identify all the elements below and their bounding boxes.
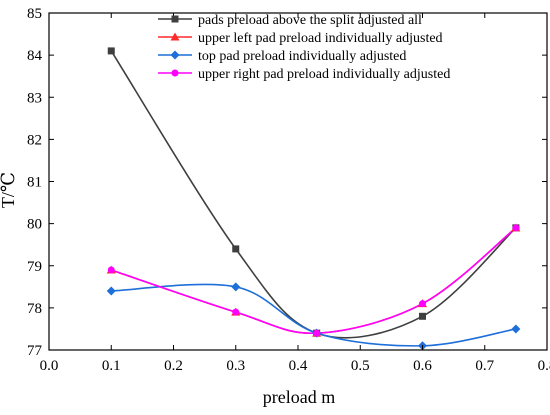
y-tick-label: 77 xyxy=(27,343,43,359)
x-axis-title: preload m xyxy=(263,387,335,407)
x-tick-label: 0.4 xyxy=(289,358,308,374)
y-tick-label: 84 xyxy=(27,48,43,64)
x-tick-label: 0.1 xyxy=(102,358,121,374)
legend-label-1: pads preload above the split adjusted al… xyxy=(198,13,422,28)
y-axis-title: T/℃ xyxy=(0,172,18,208)
y-tick-label: 82 xyxy=(27,132,42,148)
y-tick-label: 79 xyxy=(27,259,42,275)
series-line-3 xyxy=(111,283,517,347)
x-tick-label: 0.8 xyxy=(538,358,550,374)
axis-ticks: 0.0 0.1 0.2 0.3 0.4 0.5 0.6 0.7 0.8 77 78 79 80 81 82 8… xyxy=(27,6,550,374)
legend-marker-2 xyxy=(170,32,180,41)
legend-label-4: upper right pad preload individually adj… xyxy=(198,67,450,82)
legend-label-2: upper left pad preload individually adju… xyxy=(198,31,443,46)
legend-marker-4 xyxy=(171,69,179,77)
data-point-series-3 xyxy=(106,286,116,296)
x-tick-label: 0.3 xyxy=(226,358,245,374)
data-point-series-4 xyxy=(419,300,426,308)
x-tick-label: 0.5 xyxy=(351,358,370,374)
series-markers xyxy=(106,47,521,351)
legend-label-3: top pad preload individually adjusted xyxy=(198,49,406,64)
data-point-series-4 xyxy=(512,224,520,232)
data-point-series-4 xyxy=(107,266,115,274)
x-tick-label: 0.0 xyxy=(40,358,59,374)
y-tick-label: 80 xyxy=(27,217,42,233)
legend-marker-1 xyxy=(171,15,179,23)
legend-marker-3 xyxy=(170,50,180,60)
series-lines xyxy=(110,50,517,347)
y-tick-label: 85 xyxy=(27,6,42,22)
y-tick-label: 81 xyxy=(27,175,42,191)
data-point-series-1 xyxy=(419,312,426,320)
data-point-series-3 xyxy=(511,324,521,334)
data-point-series-3 xyxy=(231,282,241,292)
legend: pads preload above the split adjusted al… xyxy=(158,13,450,82)
y-tick-label: 78 xyxy=(27,301,42,317)
series-line-4 xyxy=(110,227,517,334)
series-line-1 xyxy=(110,50,517,339)
data-point-series-4 xyxy=(313,329,321,337)
data-point-series-1 xyxy=(232,245,240,253)
x-tick-label: 0.7 xyxy=(475,358,494,374)
x-tick-label: 0.6 xyxy=(413,358,432,374)
x-tick-label: 0.2 xyxy=(164,358,183,374)
y-tick-label: 83 xyxy=(27,90,42,106)
data-point-series-4 xyxy=(232,308,240,316)
data-point-series-1 xyxy=(107,47,115,55)
